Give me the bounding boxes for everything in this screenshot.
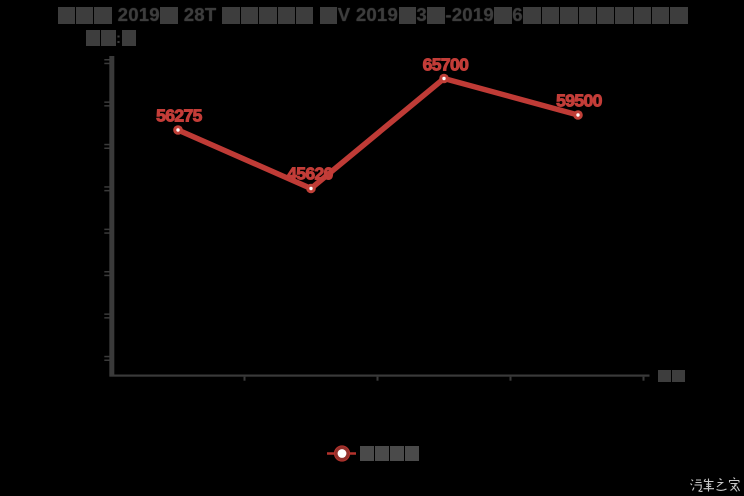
svg-text:56275: 56275 — [156, 106, 203, 126]
svg-text:45620: 45620 — [287, 164, 334, 184]
svg-text:59500: 59500 — [556, 91, 603, 111]
svg-text:65700: 65700 — [423, 55, 470, 75]
